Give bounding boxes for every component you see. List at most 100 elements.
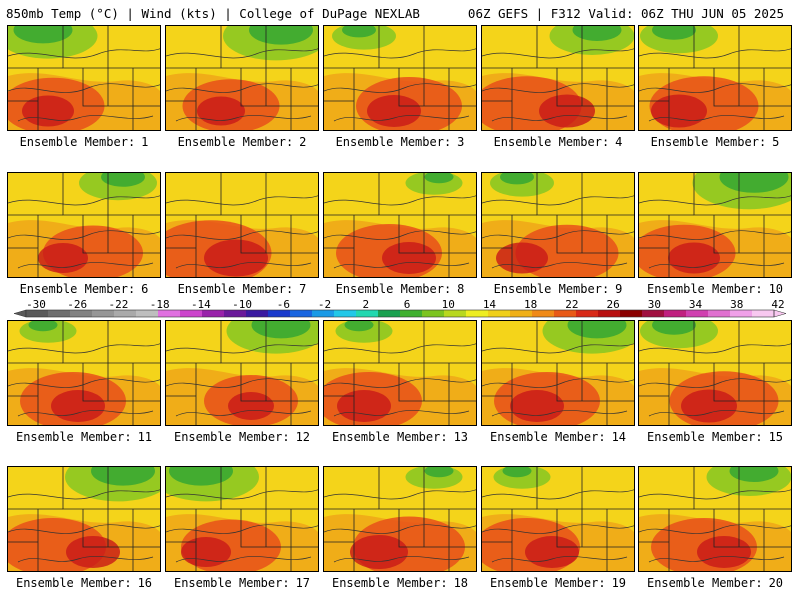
- ensemble-member-number: 6: [141, 282, 149, 296]
- ensemble-member-number: 7: [299, 282, 307, 296]
- ensemble-member-label: Ensemble Member: 20: [638, 576, 792, 590]
- ensemble-member-number: 2: [299, 135, 307, 149]
- ensemble-member-prefix: Ensemble Member:: [646, 576, 763, 590]
- ensemble-map-panel: [165, 172, 319, 278]
- ensemble-member-label: Ensemble Member: 3: [323, 135, 477, 149]
- colorbar-segment: [466, 310, 489, 317]
- ensemble-member-number: 10: [768, 282, 784, 296]
- temperature-field: [324, 467, 476, 571]
- ensemble-member-number: 1: [141, 135, 149, 149]
- ensemble-member-label: Ensemble Member: 14: [481, 430, 635, 444]
- colorbar-segment: [246, 310, 269, 317]
- ensemble-member-number: 15: [768, 430, 784, 444]
- ensemble-member-prefix: Ensemble Member:: [646, 282, 763, 296]
- ensemble-member-prefix: Ensemble Member:: [489, 576, 606, 590]
- colorbar-segment: [70, 310, 93, 317]
- colorbar-segment: [92, 310, 115, 317]
- colorbar-tick-label: 2: [362, 300, 369, 311]
- colorbar-segment: [620, 310, 643, 317]
- temperature-field: [482, 467, 634, 571]
- ensemble-member-label: Ensemble Member: 5: [638, 135, 792, 149]
- colorbar-segment: [312, 310, 335, 317]
- ensemble-member-prefix: Ensemble Member:: [331, 576, 448, 590]
- colorbar-tick-label: 30: [648, 300, 661, 311]
- ensemble-member-prefix: Ensemble Member:: [15, 430, 132, 444]
- colorbar-segment: [48, 310, 71, 317]
- ensemble-map-panel: [165, 25, 319, 131]
- ensemble-member-prefix: Ensemble Member:: [177, 135, 294, 149]
- colorbar-segment: [488, 310, 511, 317]
- ensemble-member-number: 4: [615, 135, 623, 149]
- colorbar-tick-label: -30: [26, 300, 46, 311]
- ensemble-map-panel: [638, 466, 792, 572]
- ensemble-member-label: Ensemble Member: 6: [7, 282, 161, 296]
- temperature-field: [8, 321, 160, 425]
- ensemble-member-label: Ensemble Member: 1: [7, 135, 161, 149]
- ensemble-member-prefix: Ensemble Member:: [646, 430, 763, 444]
- ensemble-member-label: Ensemble Member: 2: [165, 135, 319, 149]
- ensemble-member-label: Ensemble Member: 7: [165, 282, 319, 296]
- map-title: 850mb Temp (°C) | Wind (kts) | College o…: [6, 6, 420, 21]
- colorbar-tick-label: 26: [606, 300, 619, 311]
- temperature-field: [8, 173, 160, 277]
- ensemble-member-label: Ensemble Member: 8: [323, 282, 477, 296]
- colorbar-segment: [356, 310, 379, 317]
- ensemble-member-label: Ensemble Member: 13: [323, 430, 477, 444]
- colorbar-segment: [136, 310, 159, 317]
- colorbar-segment: [268, 310, 291, 317]
- ensemble-member-number: 19: [611, 576, 627, 590]
- ensemble-member-label: Ensemble Member: 9: [481, 282, 635, 296]
- ensemble-map-panel: [638, 172, 792, 278]
- colorbar-tick-label: -18: [150, 300, 170, 311]
- colorbar-tick-label: 10: [442, 300, 455, 311]
- colorbar-tick-label: -26: [67, 300, 87, 311]
- colorbar-segment: [532, 310, 555, 317]
- ensemble-member-number: 5: [772, 135, 780, 149]
- temperature-field: [482, 26, 634, 130]
- colorbar-segment: [730, 310, 753, 317]
- ensemble-member-number: 11: [137, 430, 153, 444]
- temperature-field: [8, 26, 160, 130]
- colorbar-segment: [26, 310, 49, 317]
- colorbar-segment: [114, 310, 137, 317]
- temperature-field: [166, 26, 318, 130]
- colorbar-segment: [598, 310, 621, 317]
- temperature-field: [166, 321, 318, 425]
- model-run-info: 06Z GEFS | F312 Valid: 06Z THU JUN 05 20…: [467, 6, 784, 21]
- colorbar-segment: [510, 310, 533, 317]
- ensemble-map-panel: [165, 466, 319, 572]
- ensemble-map-panel: [7, 25, 161, 131]
- ensemble-member-number: 3: [457, 135, 465, 149]
- temperature-field: [639, 173, 791, 277]
- ensemble-member-number: 17: [295, 576, 311, 590]
- ensemble-map-panel: [323, 172, 477, 278]
- ensemble-map-panel: [638, 25, 792, 131]
- ensemble-map-panel: [7, 466, 161, 572]
- ensemble-member-prefix: Ensemble Member:: [335, 135, 452, 149]
- colorbar-tick-label: -10: [232, 300, 252, 311]
- ensemble-member-number: 12: [295, 430, 311, 444]
- temperature-field: [639, 321, 791, 425]
- ensemble-map-panel: [481, 172, 635, 278]
- colorbar-tick-label: 14: [483, 300, 497, 311]
- ensemble-member-prefix: Ensemble Member:: [19, 282, 136, 296]
- colorbar-segment: [708, 310, 731, 317]
- ensemble-member-number: 13: [453, 430, 469, 444]
- ensemble-member-label: Ensemble Member: 16: [7, 576, 161, 590]
- colorbar-segment: [400, 310, 423, 317]
- colorbar-segment: [576, 310, 599, 317]
- ensemble-map-panel: [481, 320, 635, 426]
- colorbar-tick-label: 18: [524, 300, 537, 311]
- ensemble-member-number: 16: [137, 576, 153, 590]
- ensemble-member-number: 20: [768, 576, 784, 590]
- colorbar-min-arrow: [14, 309, 27, 318]
- colorbar-tick-label: -14: [191, 300, 211, 311]
- colorbar-tick-label: 42: [771, 300, 784, 311]
- colorbar-segment: [686, 310, 709, 317]
- ensemble-map-panel: [165, 320, 319, 426]
- colorbar-tick-label: -2: [318, 300, 331, 311]
- ensemble-member-label: Ensemble Member: 12: [165, 430, 319, 444]
- ensemble-member-prefix: Ensemble Member:: [19, 135, 136, 149]
- colorbar-segment: [444, 310, 467, 317]
- temperature-field: [8, 467, 160, 571]
